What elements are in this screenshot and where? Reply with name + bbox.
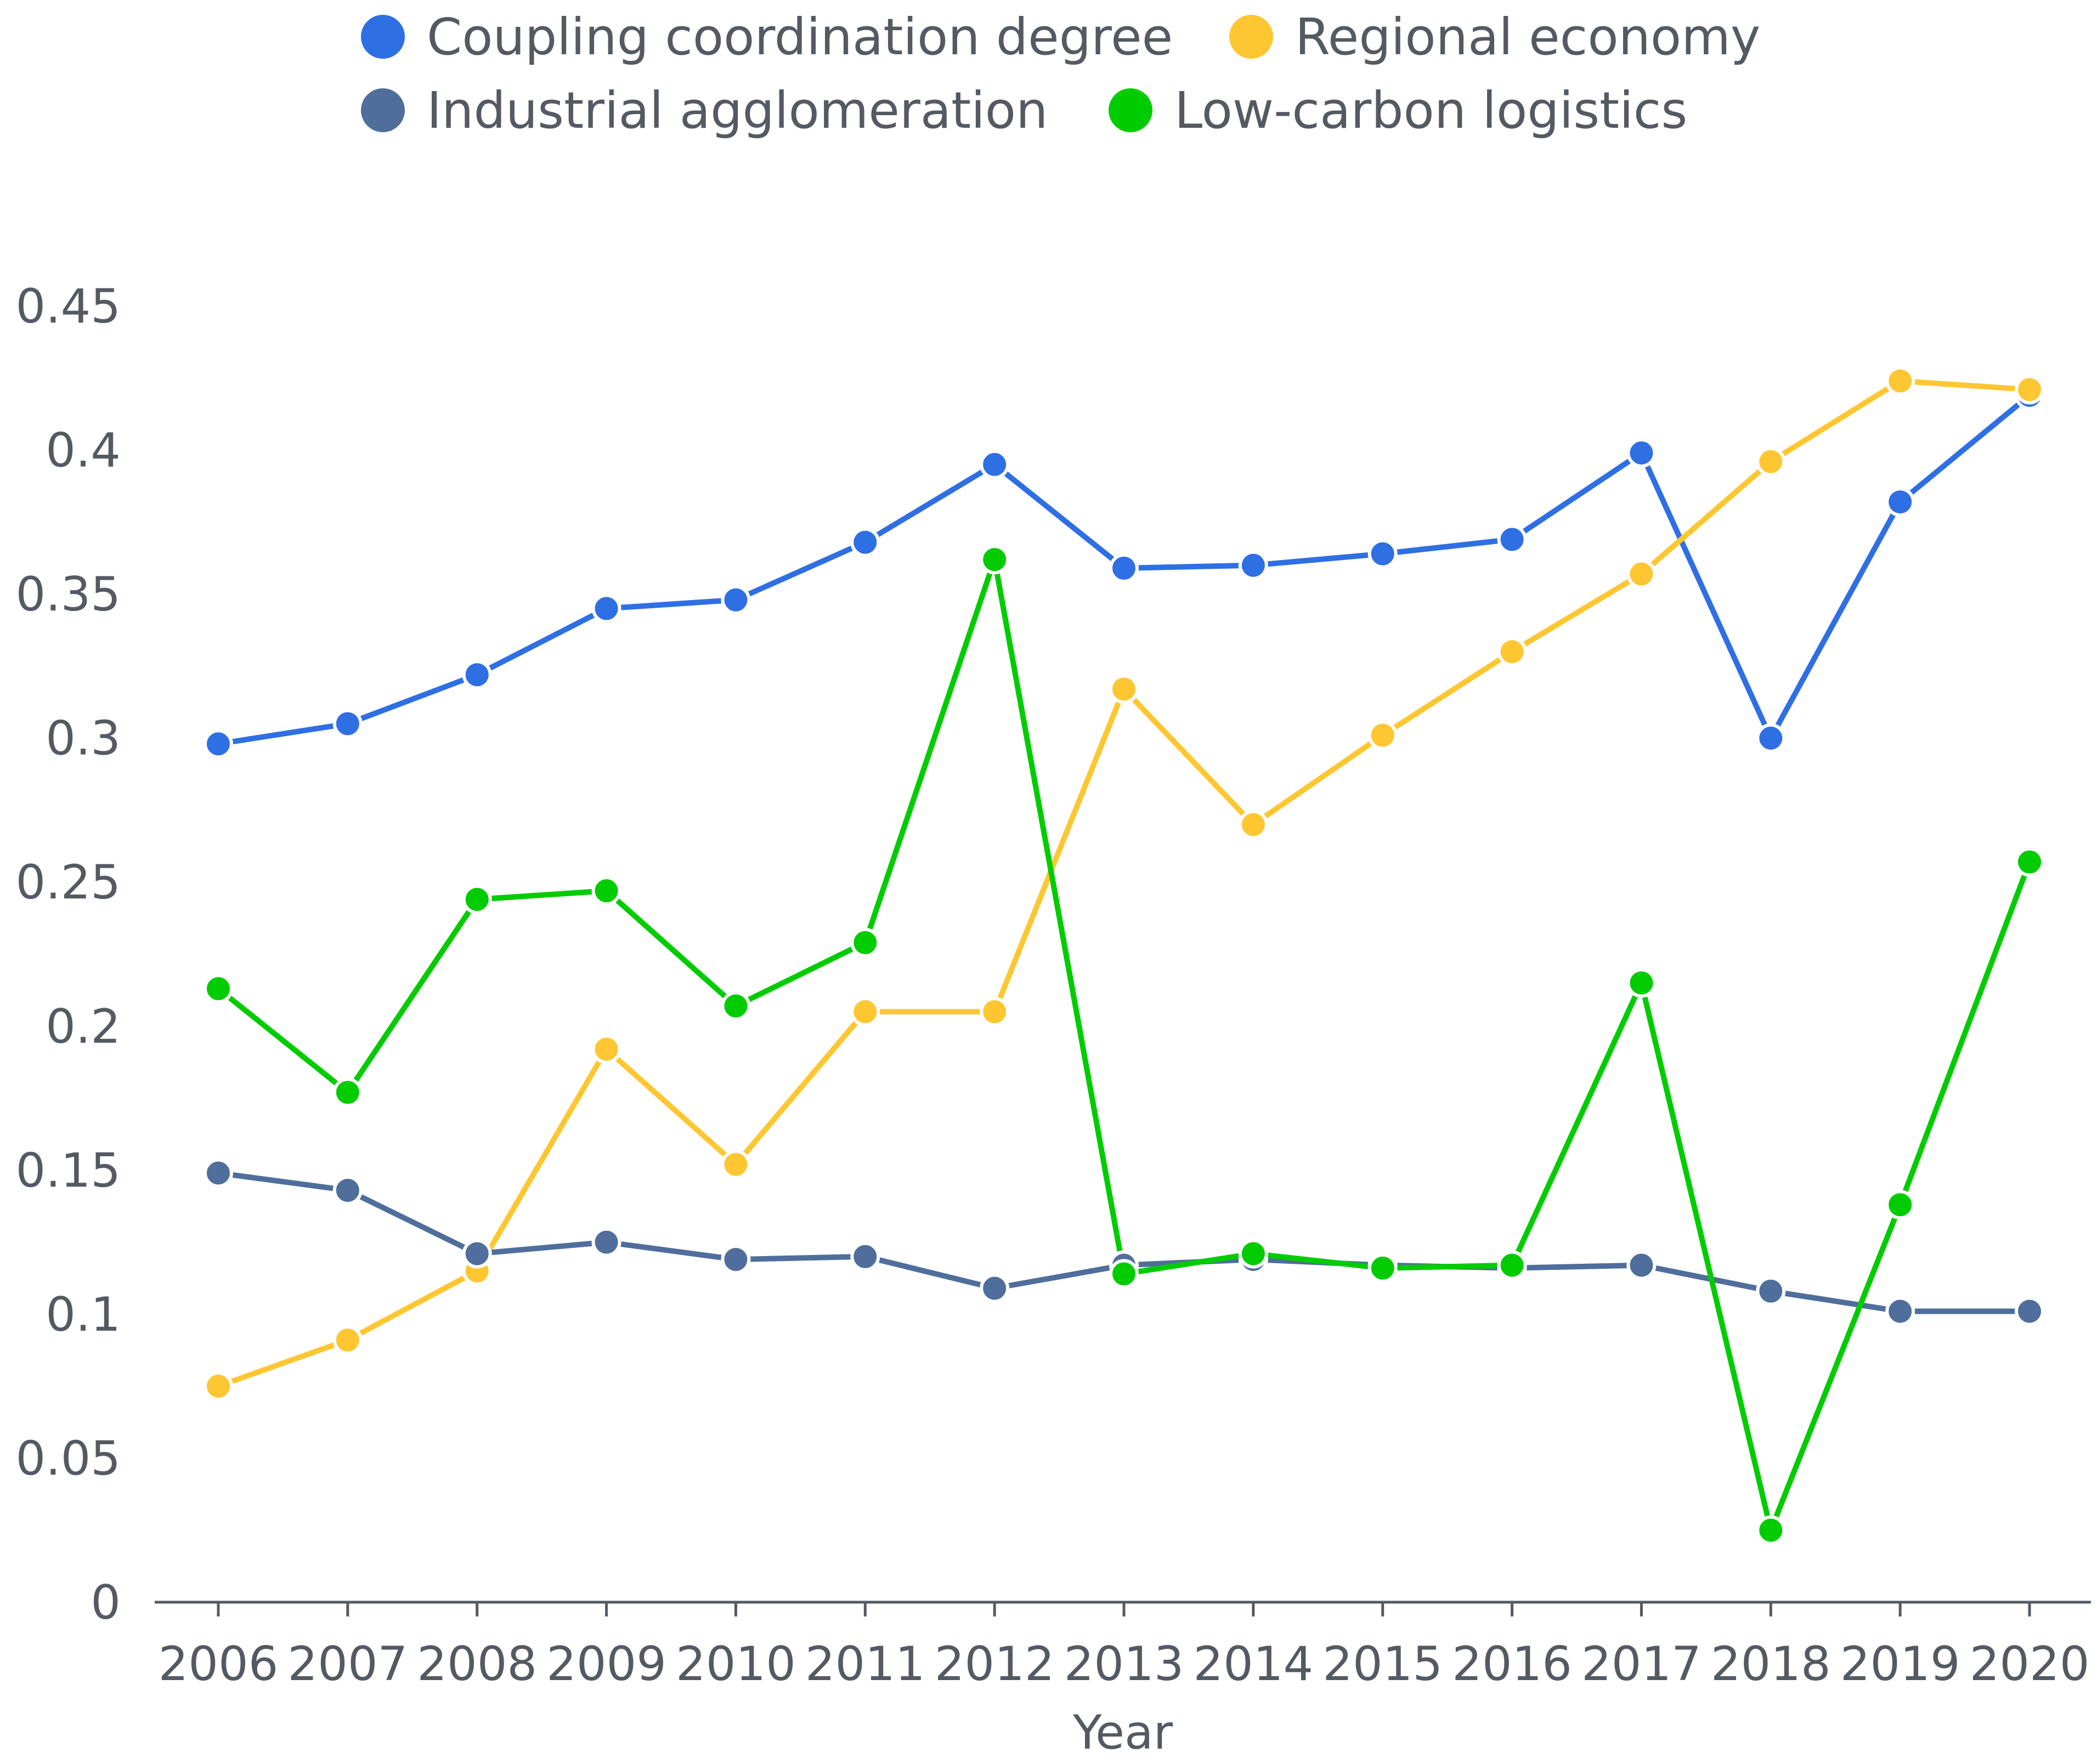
data-point-industrial-agglomeration-2010[interactable] [721, 1245, 751, 1275]
y-tick-label-1: 0.05 [16, 1431, 121, 1486]
data-point-low-carbon-logistics-2007[interactable] [332, 1077, 363, 1107]
data-point-low-carbon-logistics-2011[interactable] [850, 928, 880, 958]
y-tick-label-2: 0.1 [46, 1287, 121, 1342]
data-point-regional-economy-2018[interactable] [1756, 446, 1786, 477]
data-point-coupling-coordination-degree-2008[interactable] [462, 660, 492, 690]
data-point-industrial-agglomeration-2006[interactable] [204, 1158, 233, 1188]
data-point-coupling-coordination-degree-2018[interactable] [1756, 723, 1786, 753]
data-point-regional-economy-2006[interactable] [204, 1371, 233, 1401]
legend-marker-coupling-coordination-degree [361, 15, 405, 59]
data-point-industrial-agglomeration-2018[interactable] [1756, 1276, 1786, 1306]
data-point-coupling-coordination-degree-2009[interactable] [591, 593, 621, 624]
data-point-regional-economy-2016[interactable] [1497, 637, 1527, 667]
legend-label-low-carbon-logistics: Low-carbon logistics [1174, 81, 1687, 140]
data-point-low-carbon-logistics-2008[interactable] [462, 884, 492, 914]
data-point-coupling-coordination-degree-2006[interactable] [204, 729, 233, 759]
y-tick-label-8: 0.4 [46, 423, 121, 478]
data-point-regional-economy-2014[interactable] [1238, 810, 1268, 840]
x-tick-label-2012: 2012 [935, 1637, 1055, 1692]
x-tick-label-2019: 2019 [1840, 1637, 1960, 1692]
x-tick-label-2009: 2009 [546, 1637, 666, 1692]
data-point-regional-economy-2019[interactable] [1885, 366, 1915, 396]
legend-marker-industrial-agglomeration [361, 88, 405, 132]
legend-label-regional-economy: Regional economy [1295, 8, 1760, 66]
data-point-coupling-coordination-degree-2017[interactable] [1626, 438, 1657, 468]
data-point-regional-economy-2012[interactable] [980, 997, 1010, 1027]
data-point-low-carbon-logistics-2013[interactable] [1109, 1259, 1139, 1289]
x-axis: 2006 2007 2008 2009 2010 2011 2012 2013 2014 2015… [155, 1601, 2091, 1692]
data-point-regional-economy-2010[interactable] [721, 1149, 751, 1179]
data-point-coupling-coordination-degree-2019[interactable] [1885, 487, 1915, 517]
data-point-regional-economy-2017[interactable] [1626, 559, 1657, 589]
data-point-regional-economy-2007[interactable] [332, 1325, 363, 1355]
data-point-low-carbon-logistics-2018[interactable] [1756, 1515, 1786, 1545]
data-point-industrial-agglomeration-2011[interactable] [850, 1241, 880, 1271]
data-point-low-carbon-logistics-2014[interactable] [1238, 1239, 1268, 1269]
y-tick-label-0: 0 [91, 1575, 121, 1630]
y-tick-label-6: 0.3 [46, 711, 121, 766]
x-tick-label-2010: 2010 [676, 1637, 796, 1692]
data-point-regional-economy-2015[interactable] [1367, 720, 1398, 750]
data-point-industrial-agglomeration-2009[interactable] [591, 1227, 621, 1257]
data-point-regional-economy-2013[interactable] [1109, 674, 1139, 704]
y-tick-label-9: 0.45 [16, 279, 121, 334]
data-point-industrial-agglomeration-2007[interactable] [332, 1175, 363, 1206]
y-tick-label-5: 0.25 [16, 855, 121, 910]
data-point-regional-economy-2020[interactable] [2015, 375, 2044, 405]
data-point-industrial-agglomeration-2019[interactable] [1885, 1296, 1915, 1326]
x-tick-label-2006: 2006 [159, 1637, 279, 1692]
data-point-coupling-coordination-degree-2013[interactable] [1109, 553, 1139, 583]
data-point-coupling-coordination-degree-2014[interactable] [1238, 550, 1268, 580]
data-point-low-carbon-logistics-2006[interactable] [204, 974, 233, 1004]
x-tick-label-2008: 2008 [417, 1637, 537, 1692]
series-points [204, 366, 2044, 1545]
y-tick-label-3: 0.15 [16, 1143, 121, 1198]
data-point-low-carbon-logistics-2019[interactable] [1885, 1190, 1915, 1220]
legend-marker-low-carbon-logistics [1109, 88, 1152, 132]
legend-marker-regional-economy [1229, 15, 1273, 59]
x-tick-label-2011: 2011 [805, 1637, 925, 1692]
data-point-coupling-coordination-degree-2015[interactable] [1367, 539, 1398, 569]
legend: Coupling coordination degree Regional ec… [361, 8, 1760, 140]
x-tick-label-2018: 2018 [1711, 1637, 1831, 1692]
x-tick-label-2016: 2016 [1452, 1637, 1572, 1692]
y-tick-label-7: 0.35 [16, 567, 121, 622]
data-point-coupling-coordination-degree-2016[interactable] [1497, 524, 1527, 555]
data-point-industrial-agglomeration-2012[interactable] [980, 1273, 1010, 1303]
data-point-coupling-coordination-degree-2007[interactable] [332, 709, 363, 739]
x-tick-label-2020: 2020 [1970, 1637, 2090, 1692]
series-line-regional-economy [216, 378, 2032, 1389]
data-point-industrial-agglomeration-2017[interactable] [1626, 1250, 1657, 1280]
x-tick-label-2014: 2014 [1193, 1637, 1313, 1692]
data-point-regional-economy-2011[interactable] [850, 997, 880, 1027]
data-point-low-carbon-logistics-2017[interactable] [1626, 968, 1657, 998]
data-point-coupling-coordination-degree-2011[interactable] [850, 527, 880, 557]
data-point-coupling-coordination-degree-2012[interactable] [980, 449, 1010, 479]
y-axis: 0 0.05 0.1 0.15 0.2 0.25 0.3 0.35 0.4 0.45 [16, 279, 121, 1630]
x-tick-label-2007: 2007 [287, 1637, 408, 1692]
data-point-low-carbon-logistics-2015[interactable] [1367, 1253, 1398, 1283]
x-tick-label-2017: 2017 [1581, 1637, 1702, 1692]
legend-label-industrial-agglomeration: Industrial agglomeration [427, 81, 1048, 140]
data-point-low-carbon-logistics-2010[interactable] [721, 991, 751, 1021]
data-point-low-carbon-logistics-2012[interactable] [980, 545, 1010, 575]
x-axis-title: Year [1072, 1705, 1173, 1760]
data-point-low-carbon-logistics-2009[interactable] [591, 875, 621, 906]
x-tick-label-2013: 2013 [1064, 1637, 1184, 1692]
data-point-coupling-coordination-degree-2010[interactable] [721, 585, 751, 615]
series-lines [216, 378, 2032, 1533]
data-point-industrial-agglomeration-2020[interactable] [2015, 1296, 2044, 1326]
data-point-low-carbon-logistics-2016[interactable] [1497, 1250, 1527, 1280]
y-tick-label-4: 0.2 [46, 999, 121, 1054]
legend-label-coupling-coordination-degree: Coupling coordination degree [427, 8, 1173, 66]
data-point-regional-economy-2009[interactable] [591, 1034, 621, 1064]
x-tick-label-2015: 2015 [1322, 1637, 1443, 1692]
data-point-industrial-agglomeration-2008[interactable] [462, 1239, 492, 1269]
data-point-low-carbon-logistics-2020[interactable] [2015, 847, 2044, 877]
